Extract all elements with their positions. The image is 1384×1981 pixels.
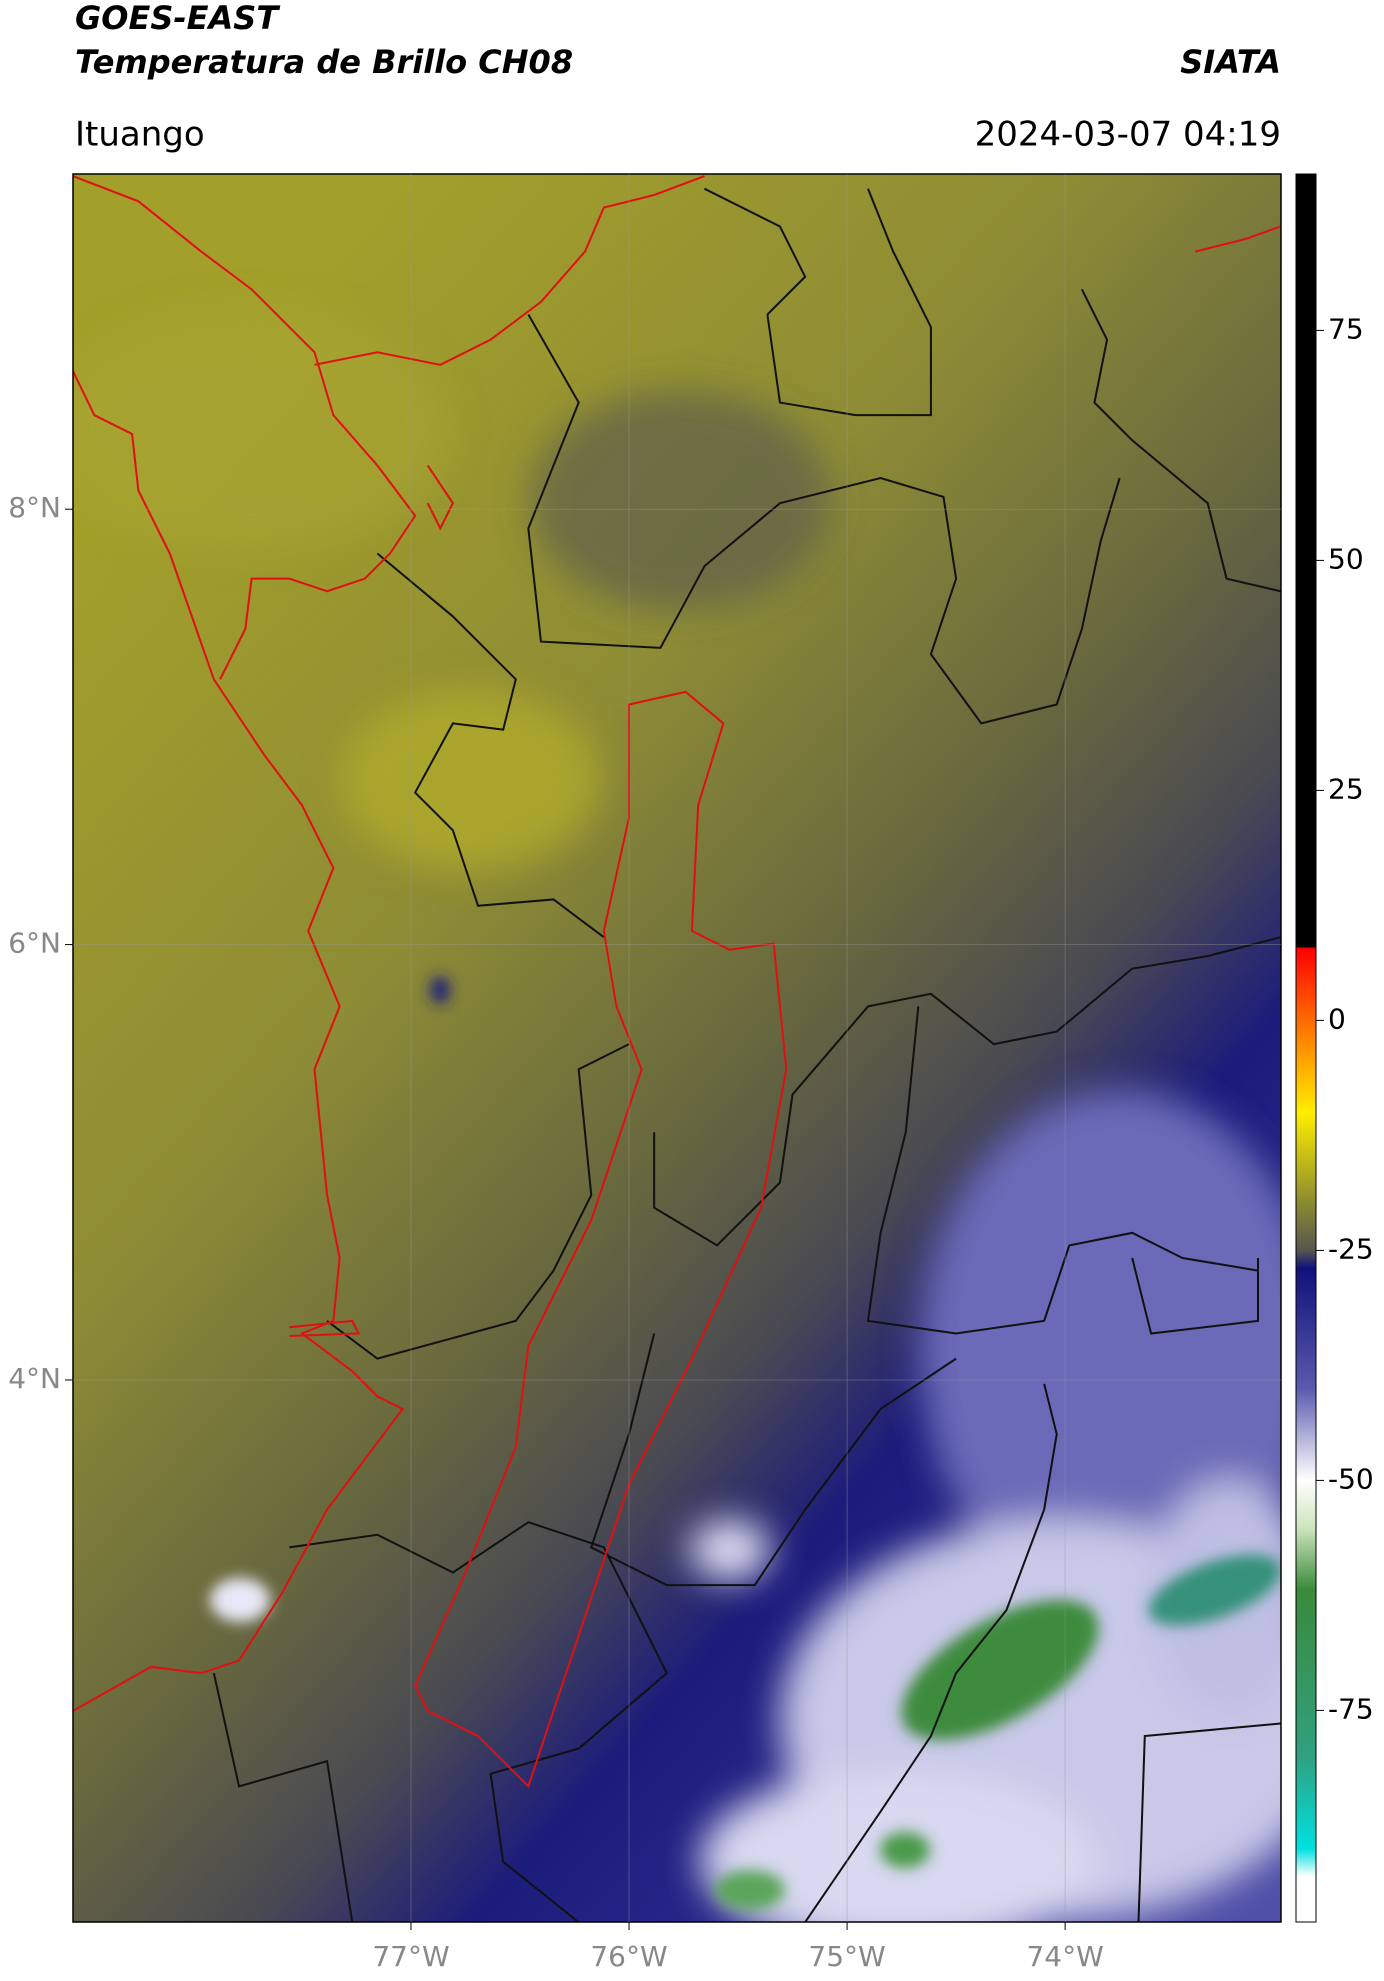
colorbar-tick-label: 75 xyxy=(1328,312,1364,345)
x-tick-label: 77°W xyxy=(372,1940,449,1973)
x-tick-label: 75°W xyxy=(808,1940,885,1973)
colorbar-tick-label: 50 xyxy=(1328,542,1364,575)
colorbar xyxy=(1295,173,1317,1923)
map-image xyxy=(73,174,1281,1922)
colorbar-tick-label: -25 xyxy=(1328,1232,1374,1265)
satellite: GOES-EAST xyxy=(75,0,280,37)
y-tick-label: 4°N xyxy=(8,1362,61,1395)
brand: SIATA xyxy=(1180,43,1281,81)
product: Temperatura de Brillo CH08 xyxy=(75,43,573,81)
x-tick-label: 76°W xyxy=(590,1940,667,1973)
colorbar-tick-label: 0 xyxy=(1328,1002,1346,1035)
y-tick-label: 8°N xyxy=(8,491,61,524)
timestamp: 2024-03-07 04:19 xyxy=(975,115,1281,155)
x-tick-label: 74°W xyxy=(1026,1940,1103,1973)
region: Ituango xyxy=(75,115,205,155)
y-tick-label: 6°N xyxy=(8,927,61,960)
colorbar-tick-label: 25 xyxy=(1328,772,1364,805)
colorbar-tick-label: -50 xyxy=(1328,1462,1374,1495)
map-frame xyxy=(72,173,1282,1923)
colorbar-tick-label: -75 xyxy=(1328,1692,1374,1725)
